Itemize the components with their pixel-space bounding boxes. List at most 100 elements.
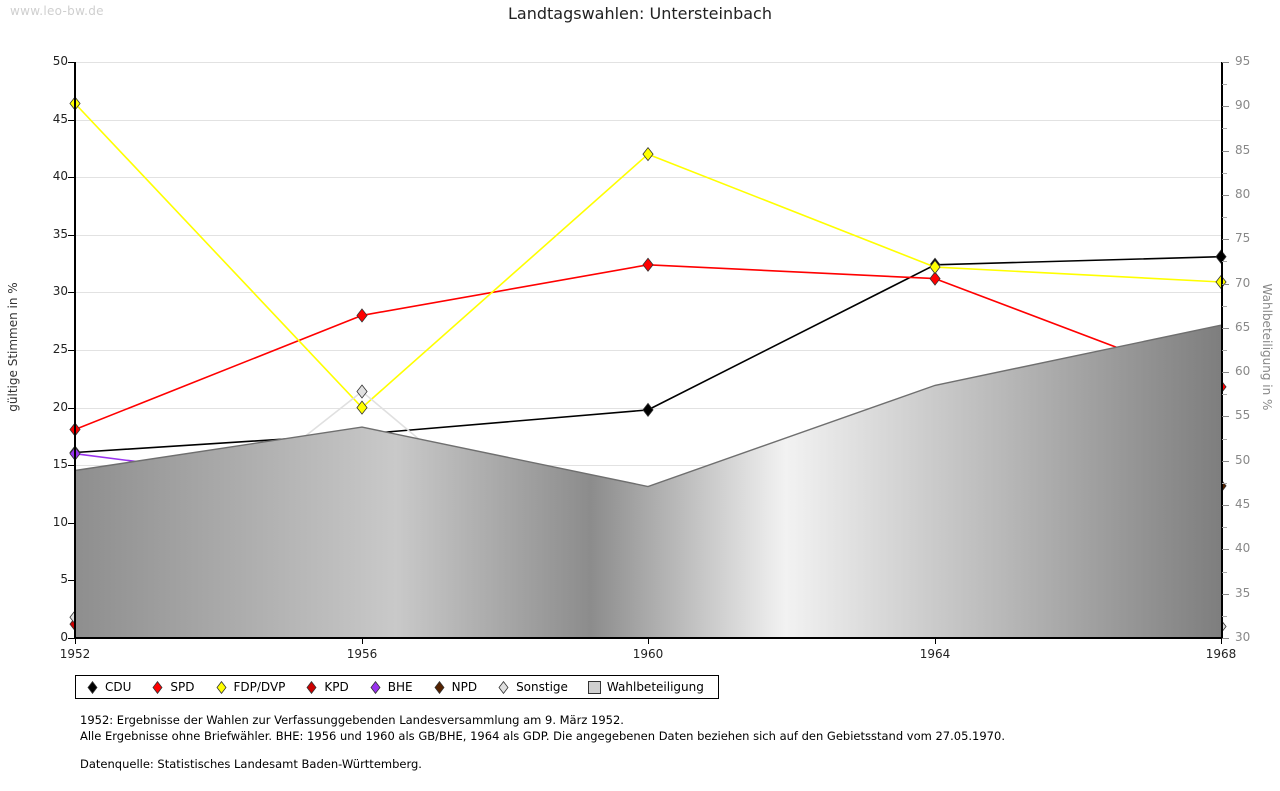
y-axis-right-minor-tick [1222, 306, 1227, 307]
legend-diamond-icon [369, 680, 382, 694]
watermark: www.leo-bw.de [10, 4, 104, 18]
y-axis-right-tick [1222, 594, 1229, 595]
y-axis-right-tick [1222, 461, 1229, 462]
gridline [75, 465, 1222, 466]
y-axis-right-tick [1222, 239, 1229, 240]
x-axis-tick-label: 1960 [632, 647, 664, 661]
y-axis-right-tick [1222, 284, 1229, 285]
gridline [75, 120, 1222, 121]
x-axis-tick-label: 1956 [346, 647, 378, 661]
gridline [75, 62, 1222, 63]
footnote-line-2: Alle Ergebnisse ohne Briefwähler. BHE: 1… [80, 729, 1005, 743]
x-axis-tick-label: 1968 [1205, 647, 1237, 661]
y-axis-right-tick [1222, 195, 1229, 196]
y-axis-right-minor-tick [1222, 173, 1227, 174]
y-axis-left-tick [68, 120, 75, 121]
y-axis-right-tick-label: 95 [1235, 54, 1251, 68]
y-axis-right-minor-tick [1222, 261, 1227, 262]
y-axis-left-tick-label: 15 [52, 457, 68, 471]
gridline [75, 235, 1222, 236]
y-axis-left-tick [68, 408, 75, 409]
x-axis-tick [648, 637, 649, 644]
y-axis-left-tick-label: 50 [52, 54, 68, 68]
y-axis-left-line [74, 62, 76, 638]
x-axis-tick-label: 1952 [59, 647, 91, 661]
legend-item-sonstige[interactable]: Sonstige [497, 680, 568, 694]
y-axis-right-tick-label: 80 [1235, 187, 1251, 201]
y-axis-left-tick [68, 177, 75, 178]
y-axis-right-tick [1222, 549, 1229, 550]
y-axis-left-tick-label: 20 [52, 400, 68, 414]
legend-item-wahlbeteiligung[interactable]: Wahlbeteiligung [587, 680, 704, 694]
legend-diamond-icon [86, 680, 99, 694]
legend-label: Sonstige [516, 680, 568, 694]
y-axis-right-tick [1222, 106, 1229, 107]
gridline [75, 177, 1222, 178]
y-axis-left-label: gültige Stimmen in % [2, 62, 20, 637]
y-axis-right-tick-label: 40 [1235, 541, 1251, 555]
legend-label: Wahlbeteiligung [606, 680, 704, 694]
y-axis-right-minor-tick [1222, 527, 1227, 528]
x-axis-tick [362, 637, 363, 644]
y-axis-right-minor-tick [1222, 394, 1227, 395]
y-axis-left-tick-label: 10 [52, 515, 68, 529]
footnote-source: Datenquelle: Statistisches Landesamt Bad… [80, 757, 422, 771]
y-axis-right-tick [1222, 62, 1229, 63]
y-axis-left-tick [68, 235, 75, 236]
y-axis-left-tick [68, 350, 75, 351]
legend-square-icon [587, 680, 601, 694]
y-axis-left-tick-label: 0 [60, 630, 68, 644]
y-axis-right-minor-tick [1222, 128, 1227, 129]
y-axis-right-tick-label: 60 [1235, 364, 1251, 378]
footnotes: 1952: Ergebnisse der Wahlen zur Verfassu… [80, 712, 1180, 772]
plot-area: 0 5 10 15 20 25 30 35 40 45 50 30 35 40 45 50 55 60 65 70 75… [53, 54, 1251, 661]
x-axis-tick [935, 637, 936, 644]
y-axis-right-minor-tick [1222, 350, 1227, 351]
y-axis-left-tick [68, 292, 75, 293]
x-axis-tick [1221, 637, 1222, 644]
y-axis-left-label-text: gültige Stimmen in % [6, 282, 20, 412]
series-spd [69, 257, 1227, 437]
legend-label: CDU [105, 680, 132, 694]
y-axis-left-tick-label: 5 [60, 572, 68, 586]
y-axis-right-tick-label: 45 [1235, 497, 1251, 511]
legend-item-fdp-dvp[interactable]: FDP/DVP [215, 680, 286, 694]
y-axis-left-tick [68, 62, 75, 63]
legend-item-kpd[interactable]: KPD [305, 680, 349, 694]
legend-label: BHE [387, 680, 413, 694]
chart-title: Landtagswahlen: Untersteinbach [507, 4, 772, 23]
legend-item-bhe[interactable]: BHE [369, 680, 413, 694]
y-axis-right-tick-label: 35 [1235, 586, 1251, 600]
y-axis-right-tick-label: 55 [1235, 408, 1251, 422]
legend-diamond-icon [215, 680, 228, 694]
y-axis-right-tick [1222, 638, 1229, 639]
y-axis-right-tick [1222, 372, 1229, 373]
legend-diamond-icon [151, 680, 164, 694]
y-axis-left-tick-label: 25 [52, 342, 68, 356]
legend-diamond-icon [497, 680, 510, 694]
legend-label: NPD [451, 680, 478, 694]
legend-item-npd[interactable]: NPD [433, 680, 477, 694]
y-axis-right-tick-label: 85 [1235, 143, 1251, 157]
y-axis-right-minor-tick [1222, 572, 1227, 573]
y-axis-right-minor-tick [1222, 483, 1227, 484]
y-axis-left-tick-label: 35 [52, 227, 68, 241]
y-axis-right-tick-label: 65 [1235, 320, 1251, 334]
y-axis-right-tick [1222, 416, 1229, 417]
y-axis-right-tick [1222, 328, 1229, 329]
legend-label: SPD [170, 680, 195, 694]
y-axis-left-tick [68, 523, 75, 524]
y-axis-left-tick-label: 30 [52, 284, 68, 298]
y-axis-right-tick [1222, 151, 1229, 152]
y-axis-right-minor-tick [1222, 84, 1227, 85]
y-axis-right-tick-label: 50 [1235, 453, 1251, 467]
legend-item-cdu[interactable]: CDU [86, 680, 131, 694]
legend-label: FDP/DVP [233, 680, 286, 694]
y-axis-left-tick [68, 638, 75, 639]
gridline [75, 292, 1222, 293]
y-axis-right-minor-tick [1222, 616, 1227, 617]
series-wahlbeteiligung [74, 324, 1222, 638]
y-axis-right-tick-label: 70 [1235, 276, 1251, 290]
legend-item-spd[interactable]: SPD [151, 680, 195, 694]
